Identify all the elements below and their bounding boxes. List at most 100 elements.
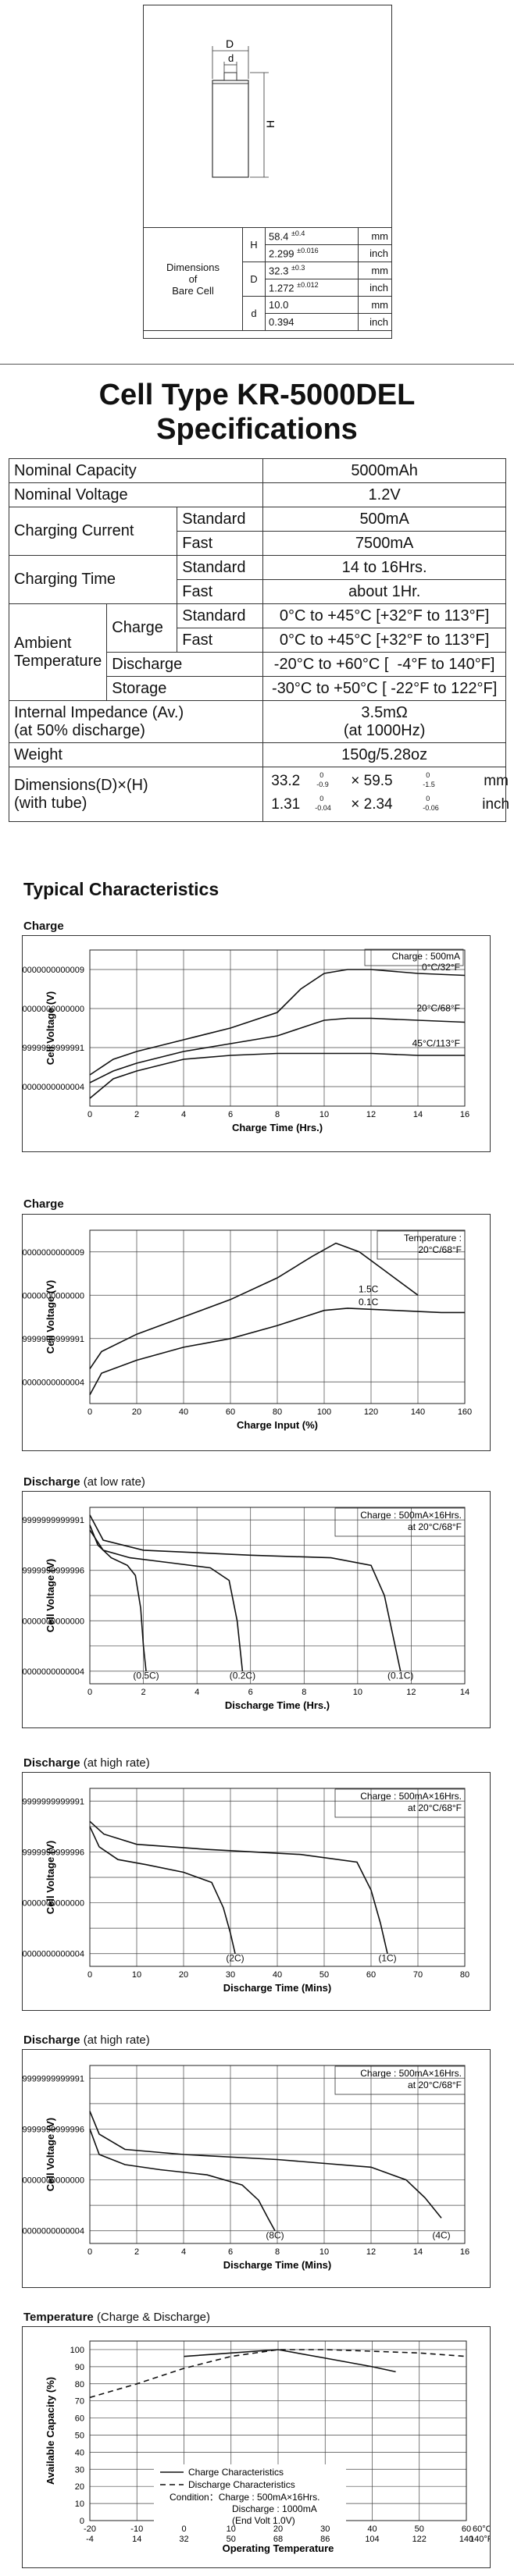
- series-line-1: [89, 1308, 465, 1396]
- series-label: (4C): [432, 2229, 450, 2240]
- chart-discharge-high-fast: 02468101214160.800000000000000041.000000…: [0, 2049, 491, 2288]
- spec-sublabel: Fast: [177, 628, 264, 653]
- y-axis-title: Cell Voltage (V): [45, 2118, 56, 2191]
- spec-value: 150g/5.28oz: [262, 742, 506, 767]
- plot-frame: [89, 1229, 466, 1404]
- dim-value: 32.3 ±0.3: [265, 262, 359, 279]
- x-tick-label: 30: [226, 1970, 235, 1980]
- spec-sublabel: Storage: [106, 676, 264, 701]
- x-tick-label-f: 14: [132, 2535, 141, 2544]
- x-tick-label: 14: [460, 1688, 469, 1697]
- series-label: 45°C/113°F: [412, 1038, 460, 1049]
- y-axis-title: Cell Voltage (V): [45, 1280, 56, 1354]
- y-axis-title: Cell Voltage (V): [45, 1559, 56, 1632]
- y-tick-label: 50: [75, 2431, 84, 2440]
- dim-value: 2.299 ±0.016: [265, 244, 359, 262]
- x-tick-label-f: 140: [459, 2535, 473, 2544]
- y-tick-label: 40: [75, 2448, 84, 2457]
- x-tick-label: 6: [228, 1110, 233, 1119]
- x-tick-label: 6: [228, 2247, 233, 2257]
- x-tick-label: 20: [132, 1407, 141, 1417]
- x-tick-label: 10: [319, 2247, 329, 2257]
- spec-label: Internal Impedance (Av.) (at 50% discharg…: [8, 700, 264, 743]
- legend-bg: [154, 2464, 346, 2522]
- x-tick-label: 40: [273, 1970, 282, 1980]
- y-axis-title: Cell Voltage (V): [45, 991, 56, 1065]
- chart-temperature: -20 -10 0 10 20 30 40 50 60 -4 14 32 50 68 86 104 122 140…: [22, 2326, 493, 2568]
- chart-discharge-high-mins: 010203040506070800.800000000000000041.00…: [0, 1772, 491, 2011]
- y-tick-label: 1.60000000000000009: [23, 1248, 84, 1258]
- series-line-1: [89, 2111, 442, 2218]
- dim-sym-H: H: [242, 227, 266, 262]
- dim-unit: inch: [358, 244, 391, 262]
- series-line-1: [89, 1820, 388, 1954]
- spec-value: 5000mAh: [262, 458, 506, 483]
- x-tick-label: 0: [181, 2524, 186, 2534]
- x-tick-label: 10: [227, 2524, 236, 2534]
- y-tick-label: 30: [75, 2465, 84, 2475]
- chart-heading: Discharge (at low rate): [23, 1475, 145, 1489]
- x-tick-label: 8: [275, 2247, 280, 2257]
- x-tick-label: 60: [462, 2524, 471, 2534]
- x-tick-label-f: 68: [273, 2535, 283, 2544]
- series-line-0: [89, 1525, 147, 1671]
- x-tick-label: 4: [181, 1110, 186, 1119]
- series-label: 0.1C: [359, 1297, 379, 1308]
- series-label: (0.5C): [133, 1670, 159, 1681]
- chart-note: at 20°C/68°F: [408, 1521, 462, 1532]
- dim-value: 1.272 ±0.012: [265, 279, 359, 297]
- x-tick-label: 0: [87, 1110, 92, 1119]
- y-tick-label: 0.80000000000000004: [23, 1950, 84, 1959]
- y-tick-label: 1.30000000000000004: [23, 1378, 84, 1387]
- series-line-0: [89, 2129, 276, 2232]
- specifications-table: Nominal Capacity 5000mAh Nominal Voltage…: [8, 458, 509, 822]
- chart-note: at 20°C/68°F: [408, 1802, 462, 1813]
- series-line-0: [89, 969, 466, 1076]
- chart-heading: Discharge (at high rate): [23, 1756, 150, 1770]
- x-tick-label: 120: [364, 1407, 378, 1417]
- spec-label: Charging Time: [8, 555, 178, 604]
- series-label: 0°C/32°F: [422, 962, 460, 973]
- chart-charge-time: 02468101214161.300000000000000041.399999…: [0, 935, 491, 1152]
- series-label: (2C): [226, 1952, 244, 1963]
- plot-frame: [89, 1788, 466, 1967]
- y-tick-label: 1.39999999999999991: [23, 1516, 84, 1525]
- y-tick-label: 10: [75, 2500, 84, 2509]
- dim-unit: mm: [358, 227, 391, 245]
- dim-unit: mm: [358, 296, 391, 314]
- x-tick-label-f: 50: [227, 2535, 236, 2544]
- dim-label-d: d: [228, 52, 234, 64]
- spec-sublabel: Fast: [177, 579, 264, 604]
- x-tick-label: 60: [366, 1970, 376, 1980]
- y-tick-label: 90: [75, 2363, 84, 2372]
- condition-text: Discharge : 1000mA: [232, 2503, 317, 2514]
- series-label: (0.1C): [387, 1670, 413, 1681]
- chart-note-box: [334, 1507, 466, 1537]
- series-line-1: [89, 2349, 467, 2399]
- page-title: Cell Type KR-5000DEL: [98, 379, 416, 411]
- y-tick-label: 0.80000000000000004: [23, 2227, 84, 2236]
- chart-note-box: [334, 1788, 466, 1818]
- x-tick-label: 10: [353, 1688, 362, 1697]
- dim-label-H: H: [264, 120, 277, 128]
- spec-value: 0°C to +45°C [+32°F to 113°F]: [262, 603, 506, 628]
- spec-value: about 1Hr.: [262, 579, 506, 604]
- chart-heading: Charge: [23, 1197, 64, 1211]
- x-unit-c: 60°C: [473, 2524, 490, 2534]
- x-tick-label-f: -4: [86, 2535, 94, 2544]
- series-label: (1C): [378, 1952, 396, 1963]
- spec-dimensions-value: 33.2 0 -0.9 × 59.5 0 -1.5 mm 1.31 0 -0.0…: [262, 767, 509, 822]
- y-tick-label: 1.60000000000000009: [23, 966, 84, 975]
- y-tick-label: 1.39999999999999991: [23, 1797, 84, 1806]
- spec-value: 3.5mΩ (at 1000Hz): [262, 700, 506, 743]
- chart-discharge-low: 024681012140.800000000000000041.00000000…: [0, 1491, 491, 1728]
- x-tick-label: 80: [460, 1970, 469, 1980]
- series-label: (0.2C): [230, 1670, 255, 1681]
- spec-label: Nominal Voltage: [8, 482, 264, 507]
- x-unit-f: 140°F: [469, 2535, 490, 2544]
- x-tick-label: 8: [275, 1110, 280, 1119]
- chart-heading: Temperature (Charge & Discharge): [23, 2311, 210, 2324]
- dim-unit: inch: [358, 313, 391, 331]
- x-axis-title: Discharge Time (Hrs.): [225, 1699, 330, 1711]
- chart-charge-input: 0 20 40 60 80 100 120 140 160 1.30000000000000004…: [0, 1214, 491, 1451]
